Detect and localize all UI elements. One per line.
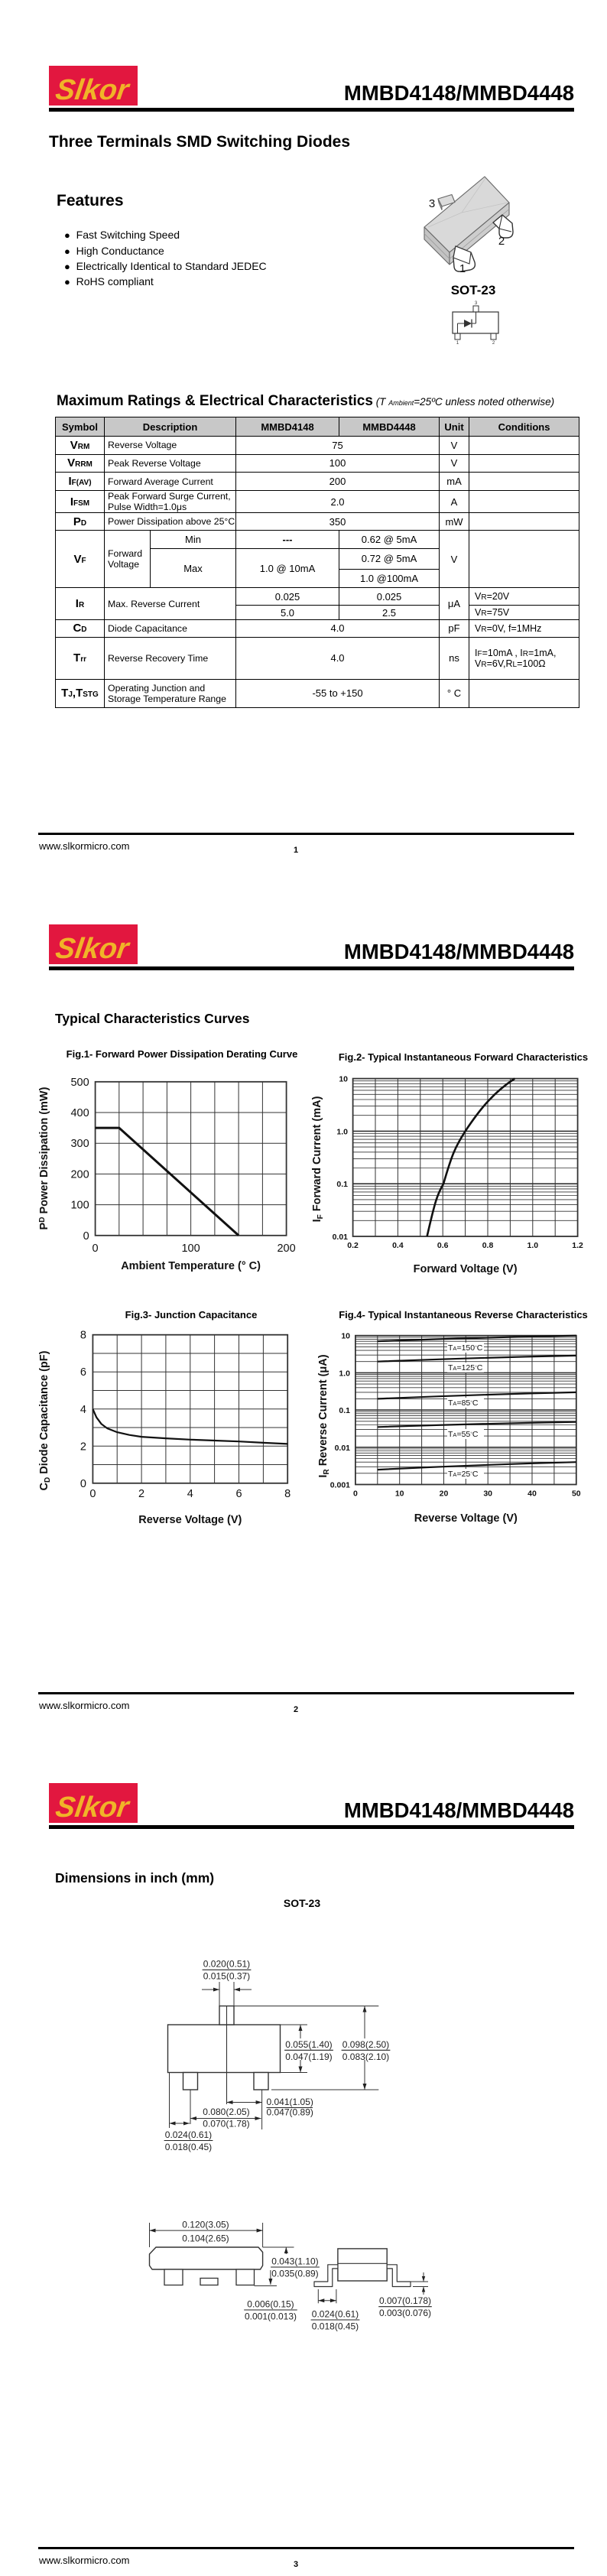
svg-text:PD Power Dissipation (mW): PD Power Dissipation (mW)	[38, 1087, 50, 1230]
svg-text:IF Forward Current (mA): IF Forward Current (mA)	[311, 1096, 325, 1222]
svg-text:0.104(2.65): 0.104(2.65)	[182, 2233, 229, 2244]
svg-text:1: 1	[459, 262, 466, 275]
svg-text:0: 0	[93, 1243, 99, 1255]
svg-text:0.015(0.37): 0.015(0.37)	[203, 1971, 250, 1982]
svg-text:0.006(0.15): 0.006(0.15)	[247, 2299, 294, 2310]
svg-text:1.0: 1.0	[336, 1127, 348, 1136]
svg-text:0.098(2.50): 0.098(2.50)	[342, 2039, 389, 2050]
svg-text:0.2: 0.2	[347, 1241, 359, 1250]
svg-text:0.8: 0.8	[482, 1241, 494, 1250]
svg-text:0.1: 0.1	[339, 1406, 350, 1415]
svg-text:0.003(0.076): 0.003(0.076)	[379, 2308, 431, 2318]
svg-text:2: 2	[138, 1488, 144, 1500]
svg-text:40: 40	[527, 1489, 537, 1499]
svg-text:0.007(0.178): 0.007(0.178)	[379, 2295, 431, 2306]
svg-text:0.001(0.013): 0.001(0.013)	[245, 2311, 297, 2322]
svg-text:20: 20	[440, 1489, 449, 1499]
svg-text:0.070(1.78): 0.070(1.78)	[203, 2119, 249, 2129]
svg-text:0: 0	[353, 1489, 358, 1499]
svg-text:Ambient Temperature (° C): Ambient Temperature (° C)	[121, 1260, 261, 1272]
svg-text:0.020(0.51): 0.020(0.51)	[203, 1959, 250, 1970]
svg-text:0.035(0.89): 0.035(0.89)	[271, 2269, 318, 2279]
svg-text:4: 4	[187, 1488, 193, 1500]
svg-text:8: 8	[80, 1330, 86, 1342]
svg-text:30: 30	[483, 1489, 492, 1499]
svg-text:2: 2	[492, 341, 495, 346]
svg-text:Reverse Voltage (V): Reverse Voltage (V)	[138, 1514, 242, 1526]
svg-text:0.01: 0.01	[335, 1444, 351, 1453]
svg-text:1.0: 1.0	[527, 1241, 538, 1250]
svg-text:0: 0	[83, 1230, 89, 1243]
svg-text:10: 10	[395, 1489, 404, 1499]
svg-text:0.1: 0.1	[336, 1180, 348, 1189]
svg-text:0: 0	[80, 1478, 86, 1490]
svg-text:6: 6	[235, 1488, 242, 1500]
svg-text:0.024(0.61): 0.024(0.61)	[165, 2129, 212, 2140]
svg-text:Slkor: Slkor	[54, 1791, 132, 1824]
svg-text:0.024(0.61): 0.024(0.61)	[312, 2309, 359, 2320]
svg-text:8: 8	[284, 1488, 291, 1500]
svg-text:0.018(0.45): 0.018(0.45)	[312, 2321, 359, 2332]
svg-text:0.047(1.19): 0.047(1.19)	[285, 2051, 332, 2062]
svg-text:1.2: 1.2	[572, 1241, 583, 1250]
svg-text:50: 50	[572, 1489, 581, 1499]
svg-text:0.041(1.05): 0.041(1.05)	[267, 2097, 313, 2107]
svg-text:200: 200	[70, 1168, 89, 1181]
svg-text:300: 300	[70, 1138, 89, 1150]
svg-text:2: 2	[498, 235, 505, 248]
svg-text:Slkor: Slkor	[54, 73, 132, 106]
svg-text:100: 100	[70, 1200, 89, 1212]
svg-text:0.043(1.10): 0.043(1.10)	[271, 2256, 318, 2267]
svg-text:0.055(1.40): 0.055(1.40)	[285, 2039, 332, 2050]
svg-text:100: 100	[181, 1243, 200, 1255]
svg-text:Forward Voltage (V): Forward Voltage (V)	[414, 1263, 518, 1275]
svg-text:10: 10	[339, 1075, 348, 1084]
svg-text:0.080(2.05): 0.080(2.05)	[203, 2107, 249, 2117]
svg-text:0.4: 0.4	[392, 1241, 404, 1250]
svg-text:IR Reverse Current (μA): IR Reverse Current (μA)	[317, 1354, 331, 1477]
svg-text:400: 400	[70, 1107, 89, 1119]
svg-text:1: 1	[456, 341, 459, 346]
svg-text:1.0: 1.0	[339, 1369, 350, 1378]
svg-text:0.001: 0.001	[330, 1481, 350, 1490]
svg-text:TA=150◦C: TA=150◦C	[448, 1343, 483, 1353]
svg-text:0.01: 0.01	[333, 1233, 349, 1242]
svg-text:Reverse Voltage (V): Reverse Voltage (V)	[414, 1512, 518, 1525]
svg-text:3: 3	[475, 301, 478, 306]
svg-text:0: 0	[89, 1488, 96, 1500]
svg-text:500: 500	[70, 1077, 89, 1089]
svg-text:10: 10	[341, 1332, 350, 1341]
svg-text:200: 200	[277, 1243, 295, 1255]
svg-text:0.018(0.45): 0.018(0.45)	[165, 2142, 212, 2152]
svg-text:4: 4	[80, 1404, 86, 1416]
svg-text:3: 3	[429, 197, 435, 210]
svg-text:Slkor: Slkor	[54, 932, 132, 965]
svg-text:TA=125◦C: TA=125◦C	[448, 1363, 483, 1372]
svg-text:0.6: 0.6	[437, 1241, 449, 1250]
svg-text:0.083(2.10): 0.083(2.10)	[342, 2051, 389, 2062]
svg-text:CD Diode Capacitance (pF): CD Diode Capacitance (pF)	[38, 1350, 52, 1490]
svg-text:2: 2	[80, 1441, 86, 1453]
svg-text:0.047(0.89): 0.047(0.89)	[267, 2107, 313, 2118]
svg-text:6: 6	[80, 1366, 86, 1379]
svg-text:0.120(3.05): 0.120(3.05)	[182, 2220, 229, 2230]
